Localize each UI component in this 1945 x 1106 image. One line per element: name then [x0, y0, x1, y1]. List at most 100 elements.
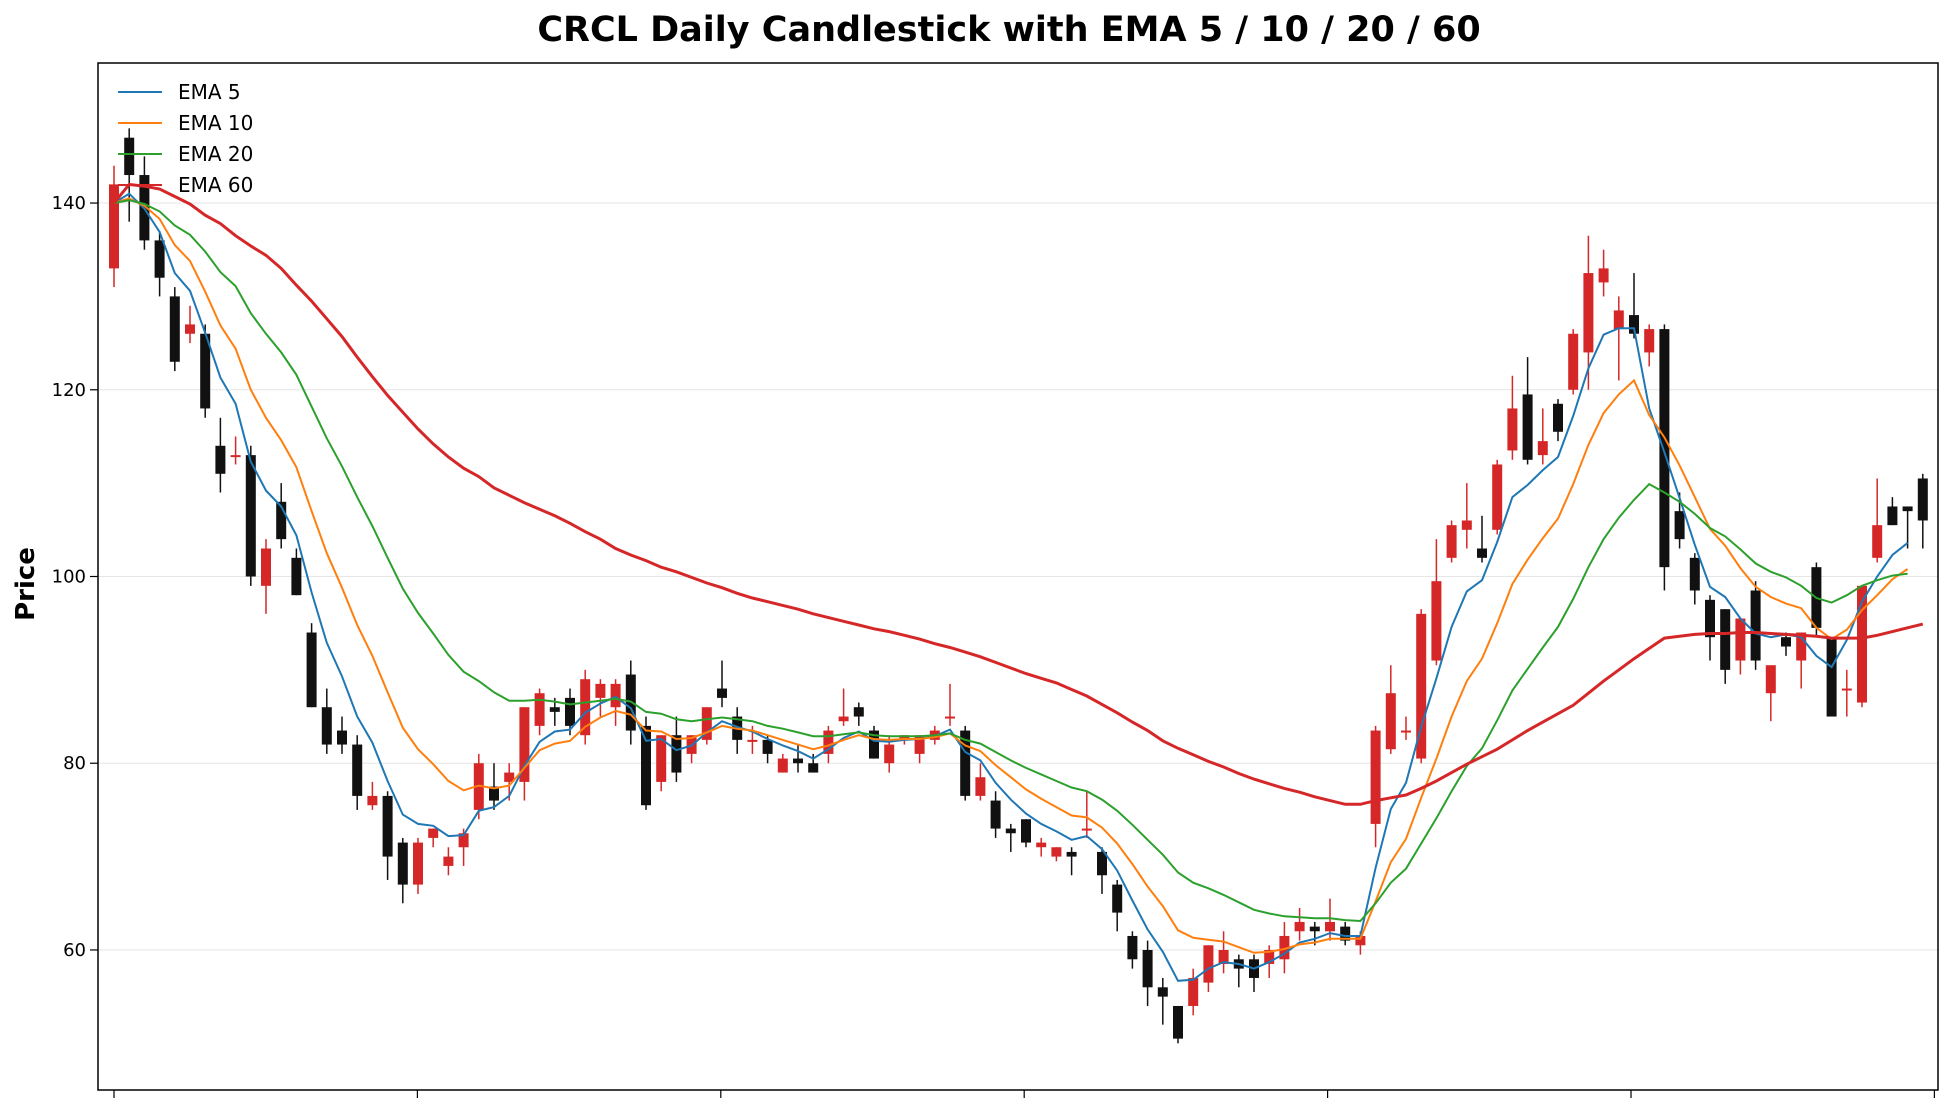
candle-body — [1188, 977, 1199, 1006]
candle-body — [656, 735, 667, 782]
candle — [200, 324, 211, 418]
candle-body — [1872, 525, 1883, 558]
candle-body — [1157, 987, 1168, 997]
candle-body — [109, 184, 119, 269]
candle — [1735, 618, 1746, 675]
candle — [1796, 632, 1807, 689]
candle-body — [1507, 408, 1518, 451]
candle-body — [185, 324, 195, 334]
y-axis: 60 80 100 120 140 — [52, 193, 98, 961]
candle-body — [565, 697, 575, 726]
candle — [975, 763, 986, 801]
candle-body — [1644, 329, 1655, 353]
candle-body — [321, 707, 332, 745]
candle — [306, 623, 317, 708]
candle-body — [762, 739, 773, 754]
candle-body — [1659, 329, 1670, 568]
candle — [1431, 539, 1442, 666]
candle-body — [914, 735, 925, 754]
candle — [1613, 296, 1624, 381]
candle — [321, 688, 332, 754]
candle — [367, 781, 378, 810]
legend-label: EMA 5 — [178, 80, 241, 104]
candle — [641, 716, 651, 810]
candle — [382, 791, 393, 880]
candle-body — [443, 856, 454, 866]
candle-body — [945, 716, 955, 719]
candle-body — [1370, 730, 1381, 824]
candle-body — [1781, 637, 1791, 647]
candle-body — [1127, 935, 1138, 960]
candle-body — [641, 725, 651, 806]
candle-body — [1720, 609, 1731, 670]
ema-line-ema-60 — [112, 182, 1924, 806]
candle-body — [124, 137, 135, 176]
candle-body — [519, 707, 530, 782]
candle — [1568, 329, 1579, 395]
candle-body — [580, 679, 591, 736]
candle-body — [1537, 441, 1548, 456]
candle — [1705, 595, 1715, 661]
candles — [109, 128, 1928, 1044]
candle-body — [291, 557, 302, 596]
candle-body — [1051, 847, 1062, 857]
candle — [808, 753, 819, 773]
candle — [1583, 235, 1594, 390]
candle — [1370, 725, 1381, 848]
candle-body — [1553, 403, 1563, 432]
candle-body — [1902, 506, 1913, 512]
candle-body — [1021, 819, 1031, 843]
candle — [1249, 954, 1259, 992]
candle-body — [1066, 851, 1077, 857]
chart-title: CRCL Daily Candlestick with EMA 5 / 10 /… — [537, 10, 1480, 50]
candle-body — [337, 730, 347, 745]
candle-body — [899, 735, 910, 740]
candle — [595, 679, 606, 717]
candle — [1917, 473, 1928, 549]
candle-body — [200, 333, 211, 409]
candle — [169, 287, 180, 372]
candle — [1902, 506, 1913, 549]
candle — [397, 837, 408, 904]
candle-body — [595, 683, 606, 698]
candle — [245, 445, 256, 586]
candle — [1720, 609, 1731, 684]
candle — [1872, 478, 1883, 563]
candle — [656, 735, 667, 792]
candle-body — [1036, 842, 1047, 848]
legend: EMA 5 EMA 10 EMA 20 EMA 60 — [118, 80, 253, 197]
candle — [1461, 483, 1472, 549]
candle-body — [1583, 273, 1594, 353]
candle — [1233, 954, 1244, 988]
candle — [489, 763, 499, 810]
candle — [1188, 968, 1199, 1016]
candle — [352, 735, 363, 810]
candle-body — [1309, 926, 1320, 932]
candle-body — [701, 707, 712, 740]
candle-body — [413, 842, 423, 885]
candle — [701, 707, 712, 745]
candle — [1385, 665, 1396, 754]
candle — [1826, 637, 1837, 717]
candle — [1887, 497, 1898, 526]
candle-body — [1218, 949, 1229, 964]
candle — [1142, 940, 1153, 1006]
candle — [960, 725, 971, 801]
candle-body — [717, 688, 727, 698]
candle-body — [306, 632, 317, 708]
candle — [1598, 249, 1609, 297]
legend-entry: EMA 60 — [118, 173, 253, 197]
y-tick-label: 120 — [52, 380, 86, 401]
candle-body — [1841, 688, 1852, 691]
candle — [1340, 921, 1351, 946]
candle-body — [793, 758, 803, 764]
candle — [1492, 459, 1503, 535]
candle — [1644, 324, 1655, 367]
candle — [1051, 847, 1062, 862]
candle-body — [853, 707, 864, 717]
candle — [610, 679, 621, 726]
candle-body — [838, 716, 849, 722]
candle-body — [276, 501, 287, 540]
legend-entry: EMA 20 — [118, 142, 253, 166]
candle-body — [823, 730, 834, 754]
